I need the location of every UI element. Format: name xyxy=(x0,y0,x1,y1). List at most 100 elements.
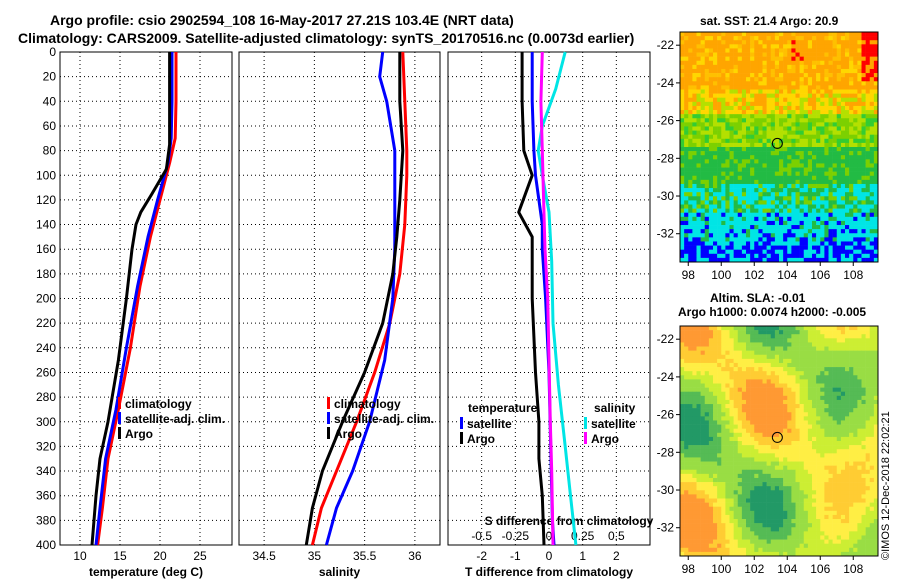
map-cell xyxy=(688,175,693,181)
map-cell xyxy=(750,93,755,99)
map-cell xyxy=(845,237,850,242)
map-cell xyxy=(750,196,755,201)
map-cell xyxy=(733,490,739,495)
map-cell xyxy=(840,175,846,181)
map-cell xyxy=(812,461,817,466)
map-cell xyxy=(791,358,796,364)
map-cell xyxy=(737,445,743,450)
map-cell xyxy=(803,412,809,417)
map-cell xyxy=(799,441,805,446)
map-cell xyxy=(836,208,842,214)
map-cell xyxy=(729,490,734,495)
map-cell xyxy=(741,249,747,255)
map-cell xyxy=(766,334,772,339)
map-cell xyxy=(865,183,871,189)
map-cell xyxy=(770,453,776,458)
map-cell xyxy=(840,449,846,454)
map-cell xyxy=(845,420,850,425)
map-cell xyxy=(812,416,817,421)
map-cell xyxy=(684,118,689,123)
map-cell xyxy=(799,494,805,499)
map-cell xyxy=(725,32,730,37)
map-cell xyxy=(684,229,689,234)
map-cell xyxy=(729,367,734,372)
map-cell xyxy=(783,196,788,201)
map-cell xyxy=(721,36,726,41)
map-cell xyxy=(869,395,875,401)
map-cell xyxy=(741,229,747,234)
map-cell xyxy=(774,249,780,255)
map-cell xyxy=(704,391,710,397)
map-cell xyxy=(725,134,730,140)
map-cell xyxy=(865,142,871,148)
map-cell xyxy=(684,89,689,94)
map-cell xyxy=(812,245,817,250)
map-cell xyxy=(746,73,751,78)
map-cell xyxy=(721,200,726,205)
map-cell xyxy=(873,387,879,393)
map-cell xyxy=(700,367,706,372)
map-cell xyxy=(816,130,821,135)
map-cell xyxy=(737,56,743,62)
map-cell xyxy=(766,399,772,405)
map-cell xyxy=(828,498,833,503)
map-cell xyxy=(692,208,697,214)
map-cell xyxy=(779,253,784,259)
map-cell xyxy=(840,183,846,189)
map-cell xyxy=(853,245,858,250)
map-cell xyxy=(746,375,751,380)
map-cell xyxy=(857,163,862,168)
map-cell xyxy=(816,486,821,491)
map-cell xyxy=(741,457,747,462)
map-cell xyxy=(873,457,879,462)
map-cell xyxy=(857,367,862,372)
map-cell xyxy=(762,93,767,99)
map-cell xyxy=(721,68,726,74)
map-cell xyxy=(766,350,772,356)
map-cell xyxy=(873,110,879,115)
map-cell xyxy=(750,229,755,234)
map-cell xyxy=(680,350,685,356)
map-cell xyxy=(696,379,701,384)
map-cell xyxy=(708,48,714,53)
map-cell xyxy=(861,101,866,107)
map-cell xyxy=(696,428,701,434)
map-cell xyxy=(861,408,866,413)
map-cell xyxy=(704,465,710,471)
map-cell xyxy=(741,346,747,351)
map-cell xyxy=(725,253,730,259)
map-cell xyxy=(733,36,739,41)
map-cell xyxy=(795,196,800,201)
map-cell xyxy=(807,257,813,263)
map-cell xyxy=(865,408,871,413)
map-cell xyxy=(845,399,850,405)
map-cell xyxy=(733,171,739,177)
map-cell xyxy=(774,101,780,107)
map-cell xyxy=(865,204,871,209)
map-cell xyxy=(812,346,817,351)
map-cell xyxy=(783,338,788,343)
map-cell xyxy=(708,350,714,356)
map-cell xyxy=(865,404,871,409)
map-cell xyxy=(758,237,763,242)
map-cell xyxy=(803,64,809,70)
map-cell xyxy=(774,383,780,388)
map-cell xyxy=(857,110,862,115)
salinity-xlabel: salinity xyxy=(319,565,361,579)
map-cell xyxy=(717,60,722,66)
map-cell xyxy=(873,420,879,425)
map-cell xyxy=(737,183,743,189)
map-cell xyxy=(849,453,854,458)
map-cell xyxy=(869,73,875,78)
map-cell xyxy=(680,445,685,450)
map-cell xyxy=(692,424,697,429)
map-cell xyxy=(807,56,813,62)
map-cell xyxy=(700,408,706,413)
map-cell xyxy=(803,457,809,462)
map-cell xyxy=(783,122,788,127)
map-cell xyxy=(684,220,689,226)
map-cell xyxy=(750,118,755,123)
map-cell xyxy=(845,404,850,409)
map-cell xyxy=(849,179,854,185)
map-cell xyxy=(774,68,780,74)
